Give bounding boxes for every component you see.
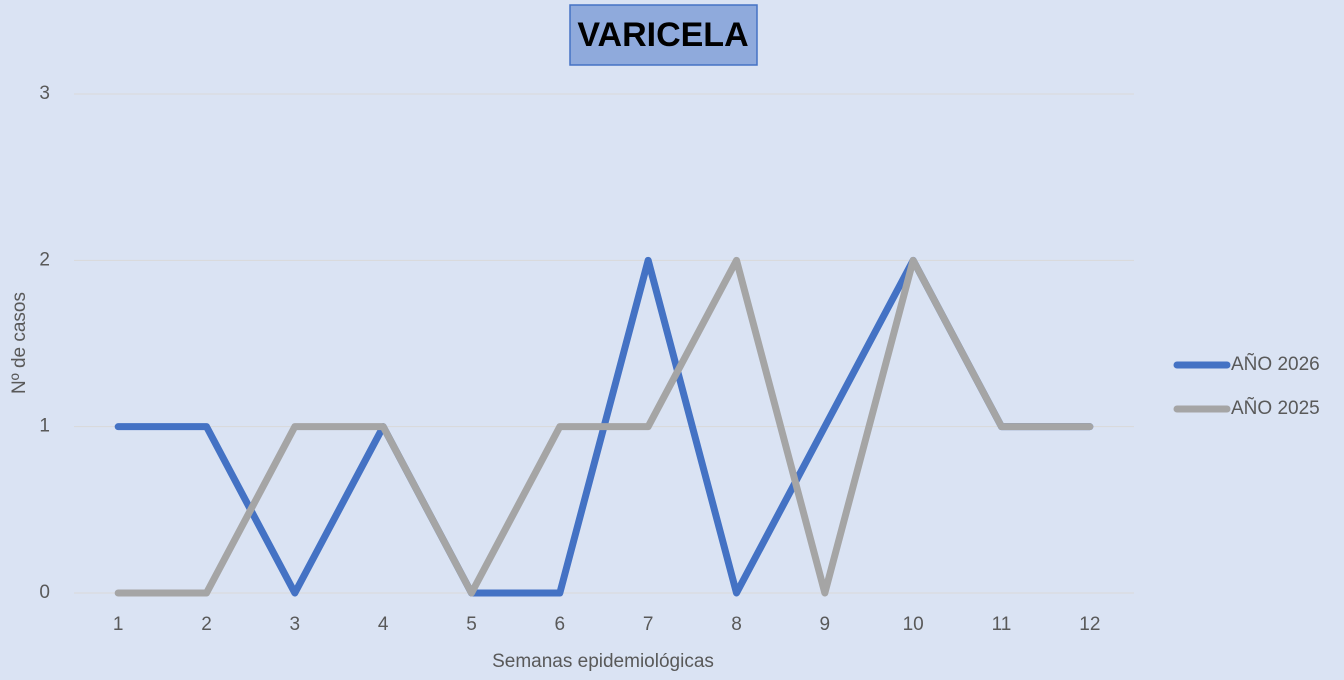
y-tick-label: 3 <box>39 83 50 104</box>
x-tick-label: 2 <box>201 614 212 635</box>
x-tick-label: 8 <box>731 614 742 635</box>
x-tick-label: 12 <box>1079 614 1100 635</box>
y-tick-label: 0 <box>39 582 50 603</box>
x-tick-label: 1 <box>113 614 124 635</box>
title-box <box>569 4 758 66</box>
x-tick-label: 9 <box>820 614 831 635</box>
y-tick-label: 2 <box>39 249 50 270</box>
y-tick-label: 1 <box>39 416 50 437</box>
x-tick-label: 11 <box>992 614 1012 635</box>
series-line <box>114 256 1094 597</box>
chart-title: VARICELA <box>577 16 748 54</box>
legend-label: AÑO 2025 <box>1231 397 1320 419</box>
x-tick-label: 4 <box>378 614 389 635</box>
x-tick-label: 10 <box>903 614 924 635</box>
legend-label: AÑO 2026 <box>1231 353 1320 375</box>
x-tick-label: 7 <box>643 614 654 635</box>
x-axis-label: Semanas epidemiológicas <box>492 651 714 672</box>
x-tick-label: 6 <box>555 614 566 635</box>
y-axis-label: Nº de casos <box>9 292 30 394</box>
x-tick-label: 3 <box>290 614 301 635</box>
x-tick-label: 5 <box>466 614 477 635</box>
